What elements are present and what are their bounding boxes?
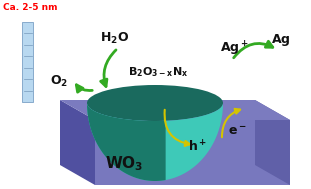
- Text: $\mathbf{h^+}$: $\mathbf{h^+}$: [188, 140, 207, 155]
- FancyArrowPatch shape: [165, 110, 190, 146]
- Ellipse shape: [87, 85, 223, 121]
- Polygon shape: [22, 22, 33, 102]
- Polygon shape: [60, 100, 290, 120]
- Text: $\mathbf{e^-}$: $\mathbf{e^-}$: [228, 125, 247, 138]
- Text: Ca. 2-5 nm: Ca. 2-5 nm: [3, 3, 58, 12]
- Polygon shape: [87, 103, 223, 181]
- FancyArrowPatch shape: [77, 85, 92, 92]
- Polygon shape: [87, 103, 166, 181]
- FancyArrowPatch shape: [101, 50, 116, 87]
- Text: $\mathbf{Ag^+}$: $\mathbf{Ag^+}$: [220, 40, 249, 58]
- Polygon shape: [60, 100, 95, 185]
- Text: $\mathbf{O_2}$: $\mathbf{O_2}$: [50, 74, 68, 89]
- Polygon shape: [95, 120, 290, 185]
- Text: $\mathbf{WO_3}$: $\mathbf{WO_3}$: [105, 154, 143, 173]
- Text: $\mathbf{H_2O}$: $\mathbf{H_2O}$: [100, 31, 129, 46]
- Text: $\mathbf{Ag}$: $\mathbf{Ag}$: [271, 32, 290, 48]
- Polygon shape: [255, 100, 290, 185]
- FancyArrowPatch shape: [222, 109, 240, 137]
- FancyArrowPatch shape: [234, 41, 273, 58]
- Text: $\mathbf{B_2O_{3-x}N_x}$: $\mathbf{B_2O_{3-x}N_x}$: [128, 65, 188, 79]
